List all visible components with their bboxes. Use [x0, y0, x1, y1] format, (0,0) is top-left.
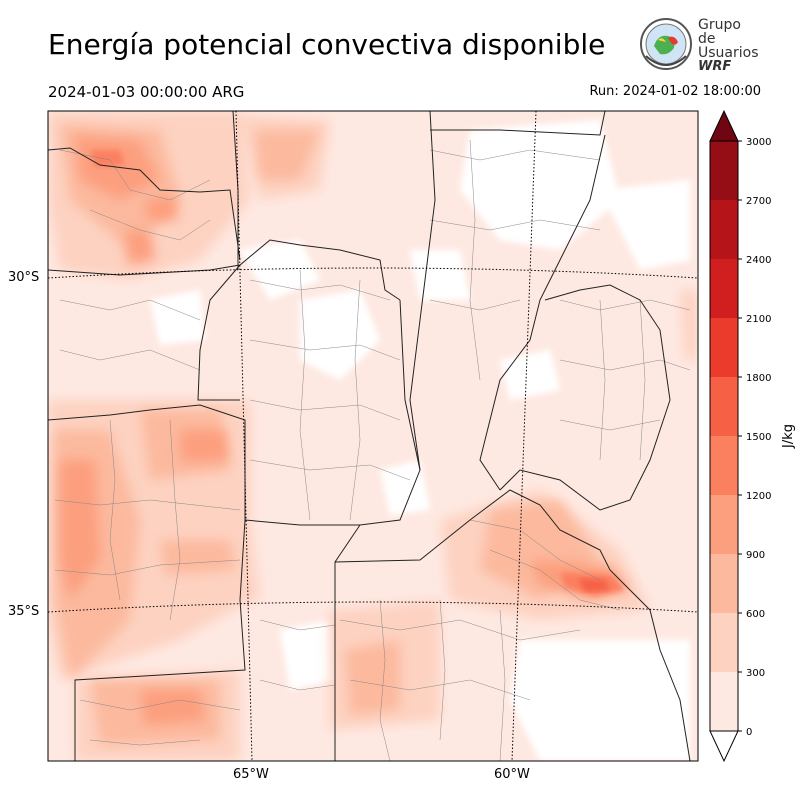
valid-time: 2024-01-03 00:00:00 ARG — [48, 83, 245, 101]
colorbar-unit-label: J/kg — [781, 424, 796, 449]
cape-1500-areas — [578, 578, 610, 592]
lon-label-65w: 65°W — [233, 767, 269, 782]
lat-label-30s: 30°S — [8, 270, 40, 285]
colorbar-segment — [710, 613, 738, 672]
colorbar-segment — [710, 554, 738, 613]
logo-line1: Grupo de — [698, 17, 741, 47]
parallel-30s — [48, 267, 698, 279]
colorbar-segment — [710, 200, 738, 259]
logo-line2: Usuarios — [698, 45, 759, 61]
lon-label-60w: 60°W — [494, 767, 530, 782]
colorbar-tick-label: 3000 — [746, 137, 771, 148]
colorbar-segment — [710, 436, 738, 495]
colorbar-segment — [710, 672, 738, 731]
colorbar-tick-label: 900 — [746, 550, 765, 561]
colorbar-segment — [710, 377, 738, 436]
low-cape-areas — [150, 120, 690, 761]
globe-logo-icon — [640, 18, 692, 70]
colorbar-tick-label: 1200 — [746, 491, 771, 502]
colorbar-tick-label: 2400 — [746, 255, 771, 266]
colorbar-extend-max — [709, 109, 739, 142]
province-boundaries — [48, 111, 691, 761]
colorbar-tick-label: 2100 — [746, 314, 771, 325]
logo-line3: WRF — [698, 59, 732, 74]
colorbar-segment — [710, 495, 738, 554]
lat-label-35s: 35°S — [8, 604, 40, 619]
colorbar-segment — [710, 141, 738, 200]
colorbar-segment — [710, 318, 738, 377]
colorbar-tick-label: 2700 — [746, 196, 771, 207]
graticule — [48, 111, 698, 761]
run-time: Run: 2024-01-02 18:00:00 — [589, 84, 761, 99]
colorbar-extend-min — [709, 730, 739, 763]
wrf-logo: Grupo de Usuarios WRF — [638, 16, 759, 74]
colorbar-segment — [710, 259, 738, 318]
colorbar-tick-label: 300 — [746, 668, 765, 679]
colorbar: 0 300 600 900 1200 1500 1800 2100 2400 2700 3000 J/… — [709, 109, 796, 763]
map-area — [48, 111, 698, 761]
parallel-35s — [48, 601, 698, 613]
colorbar-tick-label: 0 — [746, 727, 752, 738]
colorbar-tick-label: 600 — [746, 609, 765, 620]
map-title: Energía potencial convectiva disponible — [48, 28, 606, 61]
district-boundaries — [54, 139, 691, 761]
logo-text: Grupo de Usuarios WRF — [698, 18, 759, 74]
map-frame — [47, 110, 699, 762]
colorbar-tick-label: 1500 — [746, 432, 771, 443]
colorbar-tick-label: 1800 — [746, 373, 771, 384]
